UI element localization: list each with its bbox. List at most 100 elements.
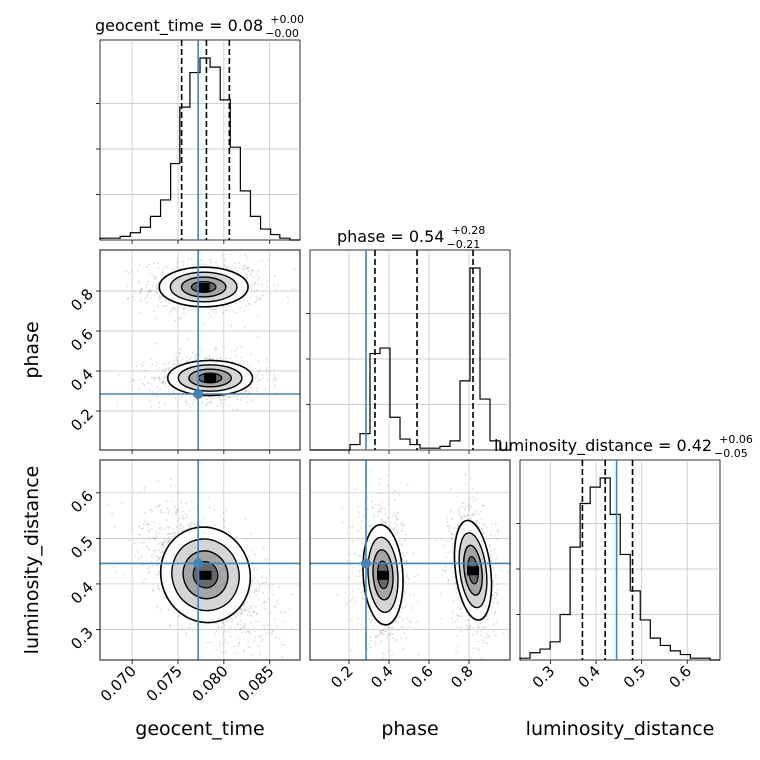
sample-point [288, 607, 291, 610]
sample-point [264, 264, 267, 267]
sample-point [370, 639, 372, 642]
sample-point [493, 612, 496, 615]
sample-point [148, 389, 151, 392]
sample-point [456, 626, 459, 628]
sample-point [291, 593, 294, 596]
sample-point [138, 534, 141, 536]
sample-point [480, 657, 483, 660]
sample-point [169, 312, 171, 315]
sample-point [490, 559, 492, 562]
sample-point [156, 605, 159, 608]
sample-point [357, 530, 360, 532]
sample-point [166, 538, 169, 541]
sample-point [166, 533, 169, 536]
sample-point [184, 634, 187, 637]
sample-point [167, 540, 169, 543]
sample-point [168, 302, 171, 304]
sample-point [188, 509, 191, 512]
sample-point [363, 593, 366, 596]
sample-point [379, 507, 382, 510]
sample-point [233, 645, 236, 648]
sample-point [142, 581, 145, 584]
sample-point [247, 631, 250, 633]
sample-point [240, 396, 243, 399]
sample-point [255, 373, 258, 376]
sample-point [176, 266, 179, 268]
sample-point [165, 500, 168, 503]
sample-point [164, 376, 167, 378]
sample-point [175, 352, 177, 355]
sample-point [239, 356, 242, 359]
sample-point [496, 621, 499, 624]
sample-point [394, 620, 397, 622]
sample-point [265, 632, 268, 634]
sample-point [382, 633, 385, 635]
sample-point [163, 541, 166, 544]
sample-point [472, 647, 475, 649]
sample-point [131, 527, 134, 530]
sample-point [353, 596, 355, 599]
sample-point [177, 361, 179, 364]
sample-point [355, 488, 358, 491]
sample-point [242, 650, 245, 653]
sample-point [148, 571, 151, 573]
sample-point [181, 529, 184, 532]
sample-point [146, 567, 149, 570]
sample-point [241, 608, 244, 611]
sample-point [257, 279, 260, 281]
sample-point [379, 491, 382, 494]
sample-point [160, 298, 163, 301]
sample-point [111, 512, 113, 515]
sample-point [356, 588, 359, 590]
sample-point [254, 281, 257, 284]
sample-point [209, 307, 212, 310]
sample-point [360, 527, 363, 529]
sample-point [240, 272, 243, 274]
sample-point [380, 507, 383, 510]
sample-point [469, 657, 472, 659]
sample-point [215, 311, 218, 314]
sample-point [218, 396, 221, 399]
sample-point [471, 626, 474, 629]
sample-point [155, 285, 157, 288]
sample-point [185, 514, 188, 516]
sample-point [457, 508, 460, 510]
sample-point [225, 509, 228, 512]
sample-point [147, 571, 150, 574]
sample-point [233, 262, 236, 265]
sample-point [492, 566, 494, 569]
sample-point [248, 611, 251, 614]
sample-point [217, 625, 220, 628]
sample-point [229, 627, 231, 630]
sample-point [253, 567, 256, 570]
sample-point [249, 590, 252, 593]
sample-point [148, 400, 151, 403]
sample-point [264, 558, 267, 561]
sample-point [216, 358, 219, 361]
sample-point [388, 503, 390, 506]
sample-point [458, 510, 461, 513]
sample-point [251, 654, 254, 657]
sample-point [254, 283, 256, 286]
sample-point [466, 506, 468, 508]
sample-point [162, 268, 165, 270]
sample-point [205, 357, 208, 359]
sample-point [358, 569, 361, 572]
sample-point [398, 615, 400, 617]
sample-point [402, 595, 405, 598]
sample-point [406, 483, 409, 486]
sample-point [257, 645, 259, 648]
sample-point [459, 518, 462, 520]
sample-point [379, 504, 382, 507]
sample-point [187, 523, 190, 525]
sample-point [257, 590, 260, 593]
sample-point [215, 630, 218, 633]
scatter-panel-geocent_time-phase [99, 249, 301, 451]
sample-point [238, 262, 240, 264]
sample-point [490, 550, 492, 552]
sample-point [230, 324, 233, 327]
sample-point [227, 620, 230, 623]
sample-point [256, 580, 259, 583]
sample-point [495, 522, 497, 525]
xlabel-geocent-time: geocent_time [135, 718, 264, 740]
